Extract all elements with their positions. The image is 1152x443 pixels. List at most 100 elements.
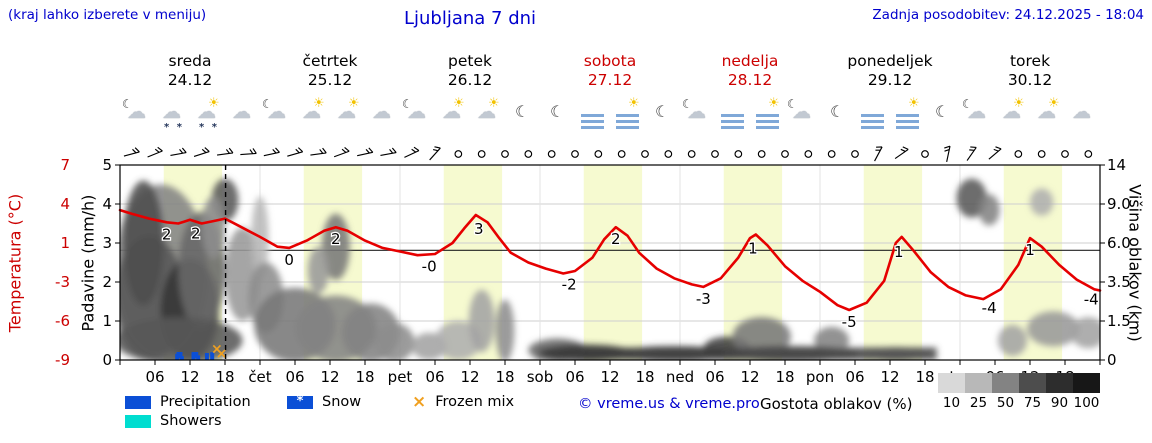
- wind-barb-icon: [147, 146, 163, 158]
- cloud-height-tick-label: 14: [1107, 156, 1126, 174]
- weather-icon: ☾ ☁: [785, 94, 820, 140]
- wind-barb-icon: [193, 147, 210, 158]
- day-date: 24.12: [167, 71, 213, 89]
- cloud-blob: [495, 299, 515, 360]
- calm-wind-icon: [827, 150, 836, 158]
- wind-barb-icon: [287, 147, 304, 157]
- menu-hint-note: (kraj lahko izberete v meniju): [8, 7, 207, 23]
- fog-icon: [616, 120, 639, 123]
- weather-icon: ☁: [1065, 94, 1100, 140]
- calm-wind-icon: [641, 150, 649, 158]
- sun-icon: ☀: [1013, 96, 1025, 111]
- frozen-mix-mark-icon: ×: [211, 341, 223, 357]
- temperature-tick-label: 1: [60, 234, 70, 252]
- moon-icon: ☾: [682, 97, 693, 111]
- day-header: nedelja 28.12: [680, 52, 820, 90]
- wind-barb-icon: [404, 146, 420, 158]
- temperature-value-label: -4: [1084, 291, 1099, 309]
- fog-icon: [756, 120, 779, 123]
- wind-barb-icon: [216, 147, 234, 156]
- cloud-icon: ☁: [792, 101, 811, 123]
- temperature-value-label: 1: [1025, 241, 1035, 259]
- day-header: petek 26.12: [400, 52, 540, 90]
- cloud-icon: ☁: [372, 101, 391, 123]
- weather-icon: ☀ ☁ * *: [190, 94, 225, 140]
- snow-swatch-icon: *: [287, 394, 313, 409]
- weather-icon: ☾ ☁: [260, 94, 295, 140]
- fog-icon: [896, 120, 919, 123]
- precipitation-tick-label: 5: [102, 156, 112, 174]
- sun-icon: ☀: [208, 96, 220, 111]
- moon-icon: ☾: [262, 97, 273, 111]
- day-name: četrtek: [302, 52, 358, 70]
- sun-icon: ☀: [453, 96, 465, 111]
- density-value: 10: [942, 395, 961, 411]
- weather-icon: ☾: [540, 94, 575, 140]
- precipitation-bar: [210, 352, 215, 360]
- x-tick-label: čet: [248, 368, 271, 386]
- fog-icon: [581, 126, 604, 129]
- day-date: 25.12: [307, 71, 353, 89]
- fog-icon: [616, 114, 639, 117]
- calm-wind-icon: [921, 150, 929, 158]
- cloud-blob: [122, 180, 164, 306]
- moon-icon: ☾: [935, 102, 950, 121]
- x-tick-label: 06: [705, 368, 724, 386]
- moon-icon: ☾: [962, 97, 973, 111]
- weather-icon: ☁: [225, 94, 260, 140]
- cloud-blob: [120, 317, 243, 360]
- temperature-tick-label: -9: [55, 351, 70, 369]
- x-tick-label: pet: [388, 368, 413, 386]
- fog-icon: [861, 120, 884, 123]
- legend-precipitation: Precipitation: [125, 394, 251, 410]
- temperature-value-label: -3: [696, 290, 711, 308]
- wind-barb-icon: [333, 146, 350, 158]
- density-swatch: [965, 373, 992, 393]
- snow-mark-icon: [192, 352, 199, 358]
- cloud-icon: ☁: [477, 101, 496, 123]
- legend-snow: * Snow: [287, 394, 361, 410]
- cloud-blob: [997, 324, 1028, 357]
- cloud-icon: ☁: [197, 101, 216, 123]
- temperature-value-label: 2: [162, 225, 172, 243]
- temperature-tick-label: -6: [55, 312, 70, 330]
- cloud-icon: ☁: [407, 101, 426, 123]
- sun-icon: ☀: [1048, 96, 1060, 111]
- calm-wind-icon: [734, 150, 743, 158]
- weather-icon: ☾ ☁: [400, 94, 435, 140]
- legend-showers-label: Showers: [160, 413, 222, 429]
- fog-icon: [756, 114, 779, 117]
- fog-icon: [721, 114, 744, 117]
- weather-icon: ☾ ☁: [120, 94, 155, 140]
- day-header: sreda 24.12: [120, 52, 260, 90]
- cloud-density-label: Gostota oblakov (%): [760, 395, 913, 413]
- cloud-icon: ☁: [162, 101, 181, 123]
- fog-icon: [861, 114, 884, 117]
- cloud-height-tick-label: 0: [1107, 351, 1117, 369]
- wind-barb-icon: [263, 147, 280, 157]
- copyright-link[interactable]: © vreme.us & vreme.pro: [578, 396, 760, 412]
- wind-row: [123, 145, 1093, 162]
- temperature-value-label: 1: [894, 243, 904, 261]
- weather-icon: [575, 94, 610, 140]
- density-swatch: [1073, 373, 1100, 393]
- sun-icon: ☀: [313, 96, 325, 111]
- weather-icon: ☀ ☁: [330, 94, 365, 140]
- x-tick-label: 12: [600, 368, 619, 386]
- x-tick-label: 18: [495, 368, 514, 386]
- daylight-band: [863, 165, 923, 360]
- temperature-value-label: 2: [331, 230, 341, 248]
- copyright-text[interactable]: © vreme.us & vreme.pro: [578, 396, 760, 412]
- temperature-curve: [118, 208, 1102, 312]
- wind-barb-icon: [874, 146, 883, 162]
- wind-barb-icon: [894, 146, 909, 160]
- wind-barb-icon: [310, 147, 327, 156]
- cloud-blob: [1027, 311, 1080, 347]
- temperature-value-label: 2: [191, 225, 201, 243]
- weather-icon: ☾: [925, 94, 960, 140]
- showers-swatch-icon: [125, 414, 151, 428]
- snowflakes-icon: * *: [164, 122, 184, 133]
- x-tick-label: 18: [775, 368, 794, 386]
- calm-wind-icon: [524, 150, 533, 158]
